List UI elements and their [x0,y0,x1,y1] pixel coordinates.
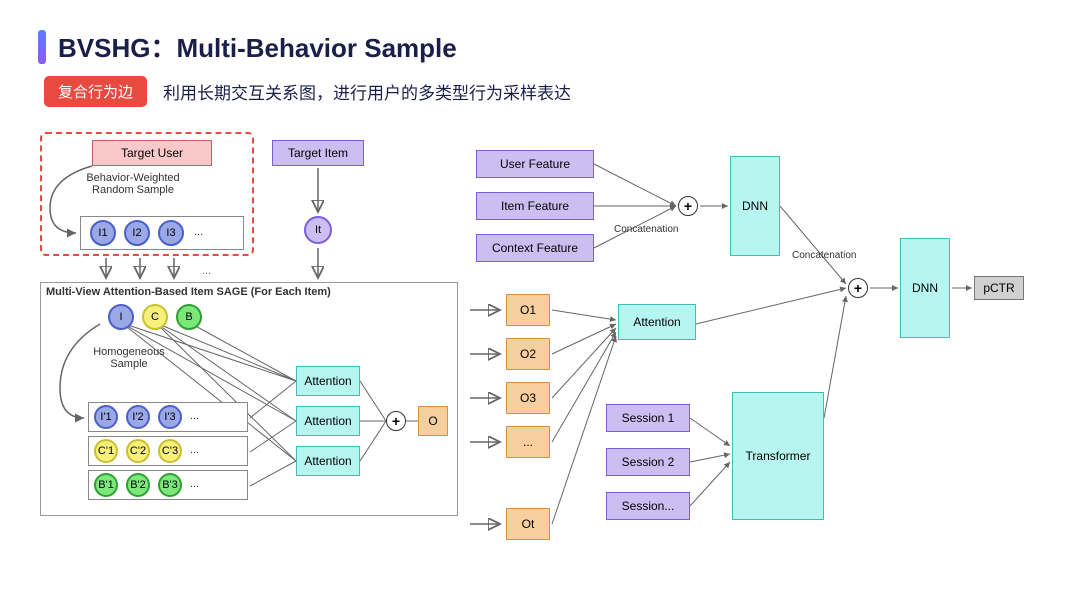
node-o: O [418,406,448,436]
title-bar: BVSHG：Multi-Behavior Sample [38,28,457,65]
node-c: C [142,304,168,330]
node-it: It [304,216,332,244]
attention-1: Attention [296,366,360,396]
ip2: I'2 [126,405,150,429]
bw-sample-label: Behavior-Weighted Random Sample [68,172,198,196]
cp3: C'3 [158,439,182,463]
ip-ellipsis: ... [190,410,199,422]
concat-1-label: Concatenation [614,224,679,235]
svg-text:...: ... [202,265,211,277]
pctr: pCTR [974,276,1024,300]
plus-1: + [678,196,698,216]
session-1: Session 1 [606,404,690,432]
ot: Ot [506,508,550,540]
bp1: B'1 [94,473,118,497]
o3: O3 [506,382,550,414]
plus-o: + [386,411,406,431]
node-i: I [108,304,134,330]
accent-bar [38,30,46,64]
page-title: BVSHG：Multi-Behavior Sample [58,28,457,65]
o-dots: ... [506,426,550,458]
session-2: Session 2 [606,448,690,476]
dnn-1: DNN [730,156,780,256]
homo-label: Homogeneous Sample [74,346,184,370]
target-item-box: Target Item [272,140,364,166]
transformer: Transformer [732,392,824,520]
sage-title: Multi-View Attention-Based Item SAGE (Fo… [46,286,331,298]
node-i-ellipsis: ... [194,226,203,238]
context-feature: Context Feature [476,234,594,262]
bp-ellipsis: ... [190,478,199,490]
attention-2: Attention [296,406,360,436]
ip3: I'3 [158,405,182,429]
o2: O2 [506,338,550,370]
bp2: B'2 [126,473,150,497]
cp2: C'2 [126,439,150,463]
node-i1: I1 [90,220,116,246]
cp1: C'1 [94,439,118,463]
target-user-box: Target User [92,140,212,166]
badge: 复合行为边 [44,76,147,107]
concat-2-label: Concatenation [792,250,857,261]
attention-big: Attention [618,304,696,340]
attention-3: Attention [296,446,360,476]
node-i3: I3 [158,220,184,246]
cp-ellipsis: ... [190,444,199,456]
diagram-canvas: Target User Behavior-Weighted Random Sam… [40,128,1050,568]
node-b: B [176,304,202,330]
plus-2: + [848,278,868,298]
node-i2: I2 [124,220,150,246]
o1: O1 [506,294,550,326]
item-feature: Item Feature [476,192,594,220]
bp3: B'3 [158,473,182,497]
dnn-2: DNN [900,238,950,338]
ip1: I'1 [94,405,118,429]
subtitle-row: 复合行为边 利用长期交互关系图，进行用户的多类型行为采样表达 [44,76,571,107]
session-3: Session... [606,492,690,520]
user-feature: User Feature [476,150,594,178]
subtitle: 利用长期交互关系图，进行用户的多类型行为采样表达 [163,79,571,104]
